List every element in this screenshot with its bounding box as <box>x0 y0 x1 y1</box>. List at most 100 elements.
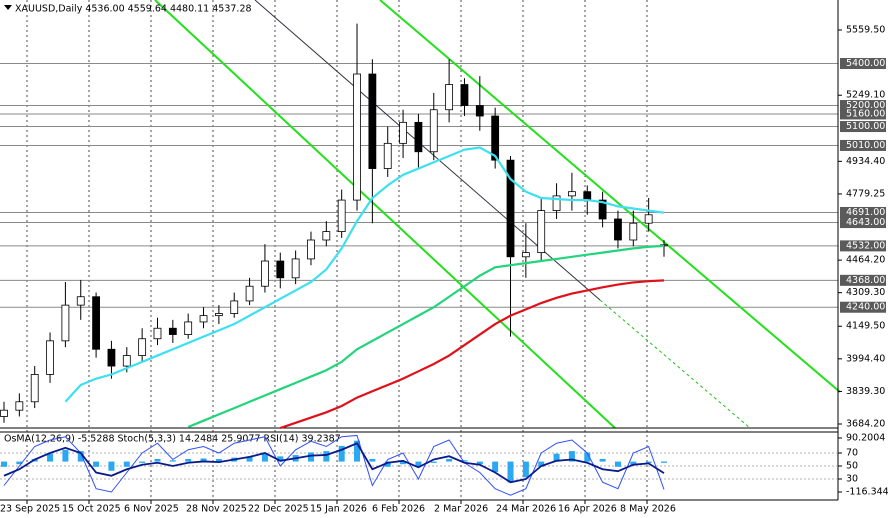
osma-bar <box>630 461 637 466</box>
osma-bar <box>108 461 115 471</box>
osma-bar <box>614 461 621 467</box>
candle-body <box>598 199 607 220</box>
candle-body <box>414 121 423 153</box>
x-tick-label: 6 Nov 2025 <box>124 504 179 515</box>
osma-bar <box>492 461 499 473</box>
candle-body <box>184 321 193 335</box>
candle-body <box>261 260 269 287</box>
candle-body <box>214 313 223 317</box>
indicator-line <box>3 434 665 496</box>
candle-body <box>122 355 131 367</box>
osma-bar <box>154 458 161 462</box>
candle-body <box>614 218 622 241</box>
level-label-box <box>840 139 886 151</box>
level-label: 4240.00 <box>846 302 885 313</box>
candle-body <box>460 84 469 106</box>
level-label-box <box>840 301 886 313</box>
level-label: 4691.00 <box>846 207 885 218</box>
osma-bar <box>645 461 652 463</box>
osma-bar <box>354 440 361 462</box>
candle-body <box>475 105 484 117</box>
candle-body <box>491 115 500 161</box>
osma-bar <box>169 460 176 462</box>
menu-icon[interactable] <box>4 5 12 10</box>
chart-title: XAUUSD,Daily 4536.00 4559.64 4480.11 453… <box>15 4 252 15</box>
y-tick-label: 70 <box>846 448 858 459</box>
candle-body <box>276 260 285 279</box>
candle-body <box>61 304 70 342</box>
candle-body <box>506 159 515 258</box>
osma-bar <box>446 458 453 462</box>
y-tick-label: 5559.50 <box>846 25 885 36</box>
osma-bar <box>47 453 54 462</box>
candle-body <box>537 210 546 254</box>
candle-body <box>322 231 331 241</box>
y2-tick-label: -116.3446 <box>846 487 888 498</box>
osma-bar <box>599 458 606 462</box>
candle-body <box>399 121 407 144</box>
level-label-box <box>840 240 886 252</box>
osma-bar <box>507 461 514 483</box>
osma-bar <box>430 461 437 463</box>
level-label: 4368.00 <box>846 275 885 286</box>
osma-bar <box>1 461 7 467</box>
osma-bar <box>400 461 407 465</box>
candle-body <box>368 73 377 169</box>
osma-bar <box>538 461 545 467</box>
level-label-box <box>840 217 886 229</box>
level-label-box <box>840 100 886 112</box>
candle-body <box>583 191 592 201</box>
osma-bar <box>522 461 529 478</box>
osma-bar <box>461 460 468 462</box>
candle-body <box>429 109 438 153</box>
osma-bar <box>568 451 575 462</box>
candle-body <box>245 285 254 302</box>
x-tick-label: 6 Feb 2026 <box>372 504 425 515</box>
candle-body <box>138 338 147 356</box>
y-tick-label: 4779.25 <box>846 188 885 199</box>
level-label-box <box>840 206 886 218</box>
osma-bar <box>200 458 207 462</box>
osma-bar <box>661 461 667 463</box>
y-tick-label: 30 <box>846 474 858 485</box>
level-label: 5160.00 <box>846 108 885 119</box>
candle-body <box>15 401 24 411</box>
osma-bar <box>215 458 222 462</box>
level-label: 5100.00 <box>846 121 885 132</box>
candle-body <box>168 327 177 335</box>
trend-line <box>379 0 841 393</box>
osma-bar <box>123 461 130 467</box>
y-tick-label: 4149.50 <box>846 321 885 332</box>
x-tick-label: 23 Sep 2025 <box>0 504 60 515</box>
trend-line <box>154 0 616 429</box>
level-label-box <box>840 121 886 133</box>
y-tick-label: 4464.20 <box>846 255 885 266</box>
y-tick-label: 3684.20 <box>846 419 885 430</box>
candle-body <box>46 340 54 375</box>
osma-bar <box>415 461 422 467</box>
x-tick-label: 22 Dec 2025 <box>248 504 309 515</box>
candle-body <box>353 73 361 201</box>
candle-body <box>568 191 576 197</box>
level-label: 5010.00 <box>846 140 885 151</box>
y-tick-label: 3994.40 <box>846 353 885 364</box>
osma-bar <box>261 453 268 462</box>
candle-body <box>337 199 346 232</box>
candle-body <box>445 84 454 111</box>
osma-bar <box>77 451 84 462</box>
level-label: 5200.00 <box>846 100 885 111</box>
candle-body <box>307 239 315 260</box>
osma-bar <box>185 458 192 462</box>
x-tick-label: 15 Jan 2026 <box>310 504 367 515</box>
level-label: 4643.00 <box>846 217 885 228</box>
indicator-line <box>64 146 665 403</box>
candle-body <box>0 409 8 417</box>
osma-bar <box>246 456 253 462</box>
candle-body <box>92 296 100 350</box>
osma-bar <box>93 461 100 467</box>
indicator-line <box>3 442 665 484</box>
indicator-line <box>279 279 665 430</box>
level-label: 4532.00 <box>846 240 885 251</box>
